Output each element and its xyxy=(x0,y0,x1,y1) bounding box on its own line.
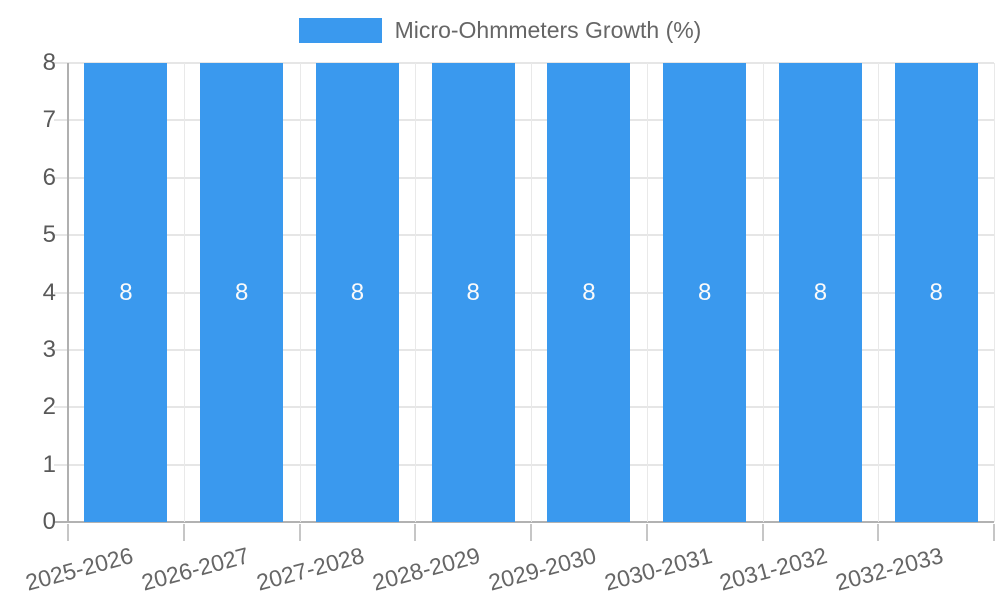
y-tick-label: 7 xyxy=(42,106,56,134)
bar[interactable]: 8 xyxy=(663,63,747,522)
bar[interactable]: 8 xyxy=(315,63,399,522)
y-tick-label: 0 xyxy=(42,508,56,535)
legend-swatch xyxy=(298,18,382,43)
y-tick-label: 3 xyxy=(42,335,56,363)
bar[interactable]: 8 xyxy=(431,63,515,522)
v-gridline xyxy=(878,63,880,522)
x-tick-label: 2032-2033 xyxy=(832,542,946,596)
x-tick-label: 2029-2030 xyxy=(485,542,599,596)
chart-legend[interactable]: Micro-Ohmmeters Growth (%) xyxy=(0,17,1000,44)
x-tick-mark xyxy=(645,524,648,541)
x-tick-mark xyxy=(298,524,301,541)
h-gridline xyxy=(54,463,994,466)
plot-area: 8 8 8 8 8 8 8 8 xyxy=(54,62,995,541)
v-gridline xyxy=(646,63,648,522)
y-tick-label: 2 xyxy=(42,393,56,421)
bar-value-label: 8 xyxy=(813,278,828,306)
x-tick-label: 2030-2031 xyxy=(601,542,715,596)
h-gridline xyxy=(54,348,994,351)
bar[interactable]: 8 xyxy=(778,63,862,522)
v-gridline xyxy=(299,63,301,522)
x-tick-mark xyxy=(67,524,69,541)
bar[interactable]: 8 xyxy=(84,63,168,522)
x-tick-mark xyxy=(414,524,417,541)
bar-value-label: 8 xyxy=(697,278,712,306)
bar-value-label: 8 xyxy=(234,278,249,306)
y-axis-line xyxy=(67,63,69,522)
bar[interactable]: 8 xyxy=(894,63,978,522)
v-gridline xyxy=(183,63,185,522)
x-tick-mark xyxy=(877,524,880,541)
bar-value-label: 8 xyxy=(582,278,596,306)
y-tick-label: 1 xyxy=(42,450,56,478)
x-tick-mark xyxy=(993,524,995,541)
x-tick-label: 2026-2027 xyxy=(138,542,252,596)
x-tick-label: 2025-2026 xyxy=(22,542,136,596)
x-tick-label: 2028-2029 xyxy=(369,542,483,596)
y-tick-label: 5 xyxy=(42,221,56,249)
bar[interactable]: 8 xyxy=(547,63,631,522)
bar-value-label: 8 xyxy=(350,278,365,306)
legend-label: Micro-Ohmmeters Growth (%) xyxy=(394,17,702,43)
y-tick-label: 8 xyxy=(42,49,56,76)
h-gridline xyxy=(54,119,994,122)
bar-value-label: 8 xyxy=(929,278,943,306)
bar-value-label: 8 xyxy=(119,278,133,306)
x-axis-line xyxy=(54,521,994,523)
x-tick-label: 2031-2032 xyxy=(717,542,831,596)
h-gridline xyxy=(54,62,994,64)
y-tick-label: 6 xyxy=(42,163,56,191)
x-tick-mark xyxy=(530,524,532,541)
x-tick-label: 2027-2028 xyxy=(254,542,368,596)
v-gridline xyxy=(994,63,995,522)
x-tick-mark xyxy=(182,524,185,541)
bar-value-label: 8 xyxy=(466,278,480,306)
h-gridline xyxy=(54,176,994,179)
v-gridline xyxy=(531,63,532,522)
y-tick-label: 4 xyxy=(42,278,56,306)
v-gridline xyxy=(415,63,417,522)
bar[interactable]: 8 xyxy=(200,63,284,522)
x-tick-mark xyxy=(761,524,764,541)
h-gridline xyxy=(54,406,994,409)
h-gridline xyxy=(54,234,994,237)
h-gridline xyxy=(54,291,994,294)
v-gridline xyxy=(762,63,764,522)
